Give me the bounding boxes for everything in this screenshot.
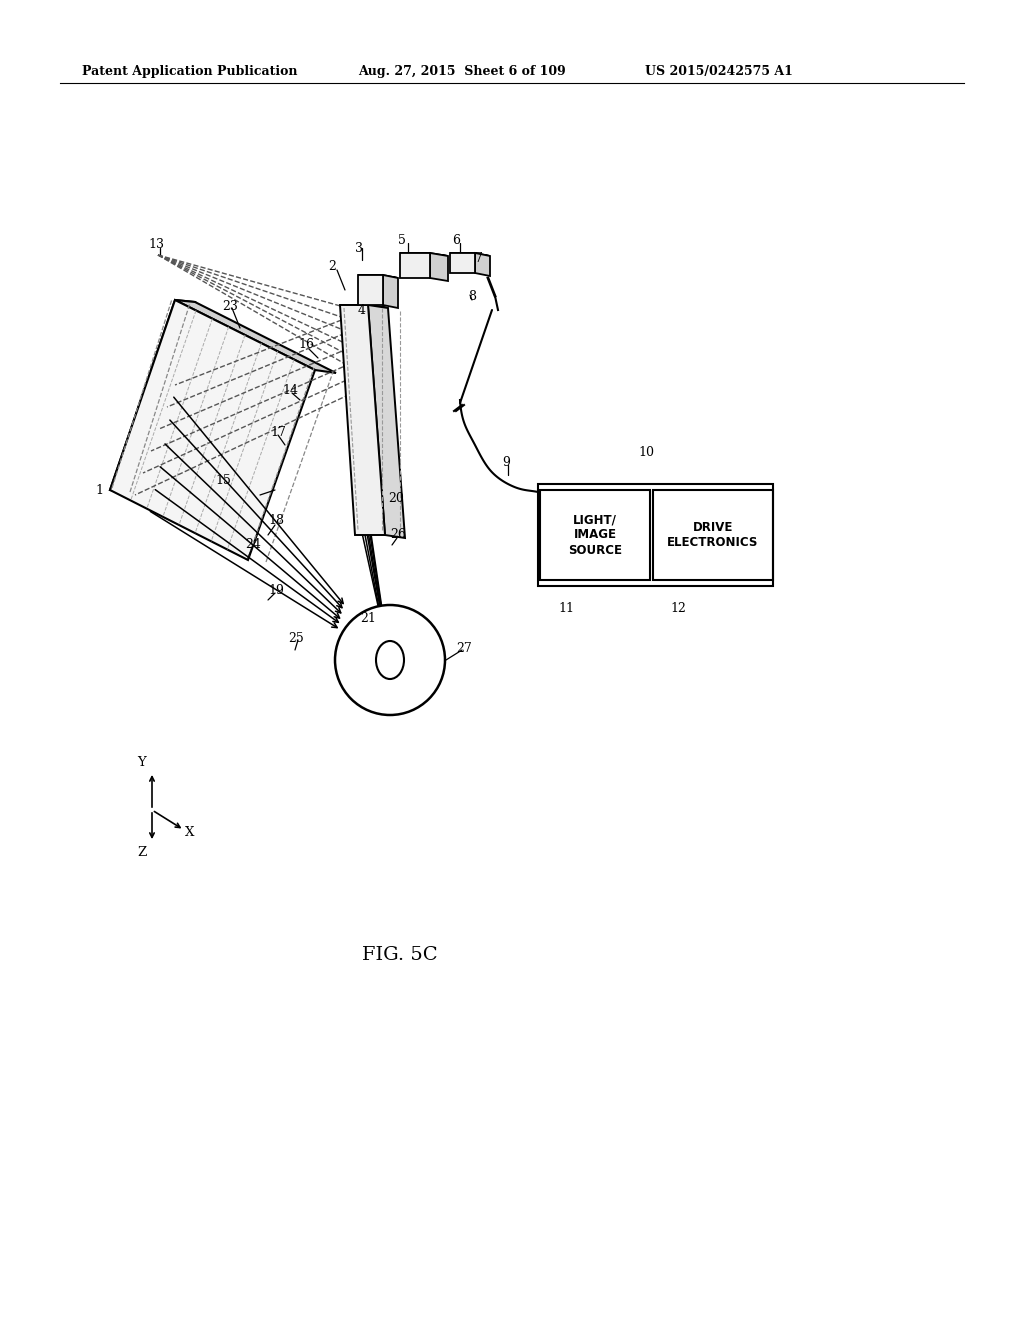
Text: 5: 5 — [398, 234, 406, 247]
Polygon shape — [450, 253, 490, 256]
Text: 8: 8 — [468, 290, 476, 304]
Polygon shape — [358, 275, 398, 279]
Text: X: X — [185, 825, 195, 838]
Text: DRIVE
ELECTRONICS: DRIVE ELECTRONICS — [668, 521, 759, 549]
Polygon shape — [400, 253, 430, 279]
Polygon shape — [340, 305, 388, 308]
Polygon shape — [340, 305, 385, 535]
Polygon shape — [400, 253, 449, 256]
Polygon shape — [110, 300, 315, 560]
Text: US 2015/0242575 A1: US 2015/0242575 A1 — [645, 65, 793, 78]
Polygon shape — [383, 275, 398, 308]
Text: 4: 4 — [358, 304, 366, 317]
Polygon shape — [368, 305, 406, 539]
Text: 3: 3 — [355, 242, 362, 255]
Text: 14: 14 — [282, 384, 298, 396]
Text: 1: 1 — [95, 483, 103, 496]
Text: Z: Z — [137, 846, 146, 858]
Circle shape — [335, 605, 445, 715]
Text: 10: 10 — [638, 446, 654, 458]
Text: 17: 17 — [270, 425, 286, 438]
Text: 7: 7 — [475, 252, 483, 264]
Text: 12: 12 — [670, 602, 686, 615]
Text: Patent Application Publication: Patent Application Publication — [82, 65, 298, 78]
Text: 27: 27 — [456, 642, 472, 655]
Text: 25: 25 — [288, 631, 304, 644]
Polygon shape — [175, 300, 336, 374]
Text: 23: 23 — [222, 301, 238, 314]
Text: FIG. 5C: FIG. 5C — [362, 946, 438, 964]
Text: Y: Y — [137, 755, 146, 768]
Text: 15: 15 — [215, 474, 230, 487]
Polygon shape — [358, 275, 383, 305]
Text: 9: 9 — [502, 455, 510, 469]
Polygon shape — [110, 300, 195, 492]
Bar — [653, 490, 773, 579]
Polygon shape — [450, 253, 475, 273]
Text: 2: 2 — [328, 260, 336, 273]
Bar — [538, 484, 773, 586]
Text: 20: 20 — [388, 491, 403, 504]
Bar — [540, 490, 650, 579]
Text: 13: 13 — [148, 239, 164, 252]
Text: LIGHT/
IMAGE
SOURCE: LIGHT/ IMAGE SOURCE — [568, 513, 622, 557]
Text: 26: 26 — [390, 528, 406, 541]
Polygon shape — [475, 253, 490, 276]
Text: 6: 6 — [452, 234, 460, 247]
Text: 18: 18 — [268, 513, 284, 527]
Text: Aug. 27, 2015  Sheet 6 of 109: Aug. 27, 2015 Sheet 6 of 109 — [358, 65, 565, 78]
Text: 19: 19 — [268, 583, 284, 597]
Text: 21: 21 — [360, 611, 376, 624]
Text: 24: 24 — [245, 539, 261, 552]
Text: 22: 22 — [350, 659, 366, 672]
Polygon shape — [430, 253, 449, 281]
Text: 16: 16 — [298, 338, 314, 351]
Text: 11: 11 — [558, 602, 574, 615]
